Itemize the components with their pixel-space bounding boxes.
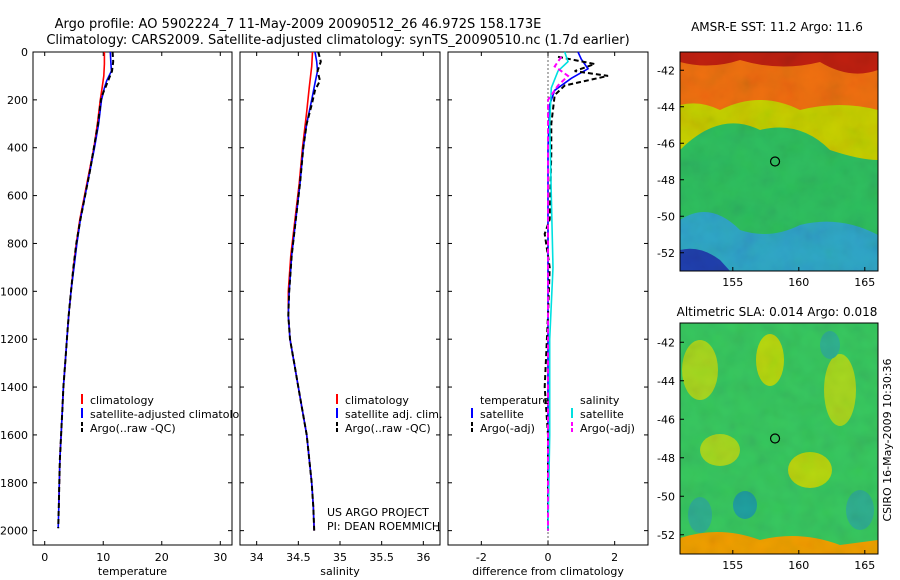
depth-tick-label: 400 (7, 142, 28, 155)
temperature-plot-frame (32, 51, 233, 546)
depth-tick-label: 1200 (0, 333, 28, 346)
difference-series-line (543, 55, 609, 531)
pi-label: PI: DEAN ROEMMICH (327, 520, 440, 533)
salinity-axis-label: salinity (320, 565, 360, 578)
depth-tick-label: 800 (7, 237, 28, 250)
temperature-xtick-label: 0 (41, 551, 48, 564)
sst-map-lat-label: -52 (657, 247, 675, 260)
depth-tick-label: 600 (7, 190, 28, 203)
temperature-profile-chart: 0 200 400 600 800 1000 1200 1400 1600 1800 2000 0 10… (0, 46, 253, 578)
salinity-xtick-label: 35 (333, 551, 347, 564)
sla-map-lat-label: -48 (657, 452, 675, 465)
difference-xtick-label: -2 (476, 551, 487, 564)
depth-tick-label: 1600 (0, 429, 28, 442)
salinity-xtick-label: 34 (250, 551, 264, 564)
sst-map-lat-label: -48 (657, 174, 675, 187)
salinity-profile-chart: 34 34.5 35 35.5 36 salinity climatologysatelli… (239, 51, 442, 578)
difference-legend-title: temperature (480, 394, 549, 407)
sst-map-lat-label: -44 (657, 101, 675, 114)
temperature-legend-label: satellite-adjusted climatology (90, 408, 253, 421)
salinity-legend-label: Argo(..raw -QC) (345, 422, 431, 435)
sst-map-lat-label: -46 (657, 137, 675, 150)
salinity-xtick-label: 36 (416, 551, 430, 564)
sla-map-lat-label: -52 (657, 529, 675, 542)
side-timestamp-label: CSIRO 16-May-2009 10:30:36 (881, 358, 894, 521)
sla-map-lat-label: -50 (657, 490, 675, 503)
sst-map: AMSR-E SST: 11.2 Argo: 11.6 155 160 165 -42… (657, 20, 879, 289)
difference-legend-title: salinity (580, 394, 620, 407)
temperature-series-line (57, 51, 115, 529)
sla-map-title: Altimetric SLA: 0.014 Argo: 0.018 (677, 305, 878, 319)
sla-map-lon-label: 160 (788, 559, 809, 572)
difference-legend-label: satellite (580, 408, 624, 421)
sla-map-lon-label: 165 (854, 559, 875, 572)
temperature-axis-label: temperature (98, 565, 167, 578)
sst-map-lon-label: 165 (854, 276, 875, 289)
temperature-xtick-label: 30 (213, 551, 227, 564)
salinity-xtick-label: 35.5 (369, 551, 394, 564)
sst-map-float-marker (769, 156, 781, 167)
salinity-legend-label: satellite adj. clim. (345, 408, 442, 421)
salinity-series-line (287, 51, 322, 531)
salinity-xtick-label: 34.5 (286, 551, 311, 564)
salinity-plot-frame (239, 51, 441, 546)
sst-map-lat-label: -50 (657, 210, 675, 223)
sla-map-axes: 155 160 165 -42 -44 -46 -48 -50 -52 (657, 336, 875, 572)
difference-legend-label: satellite (480, 408, 524, 421)
depth-tick-label: 1400 (0, 381, 28, 394)
difference-xtick-label: 0 (545, 551, 552, 564)
project-label: US ARGO PROJECT (327, 506, 429, 519)
sla-map-lat-label: -44 (657, 375, 675, 388)
sla-map-lat-label: -46 (657, 413, 675, 426)
sst-map-axes: 155 160 165 -42 -44 -46 -48 -50 -52 (657, 64, 875, 289)
sst-map-lon-label: 160 (788, 276, 809, 289)
temperature-legend-label: climatology (90, 394, 154, 407)
difference-xtick-label: 2 (611, 551, 618, 564)
difference-legend-label: Argo(-adj) (580, 422, 635, 435)
salinity-legend-label: climatology (345, 394, 409, 407)
sla-map-frame (679, 322, 879, 555)
sla-map-float-marker (769, 433, 781, 444)
difference-series-line (547, 51, 569, 531)
depth-tick-label: 2000 (0, 525, 28, 538)
sst-map-title: AMSR-E SST: 11.2 Argo: 11.6 (691, 20, 863, 34)
sst-map-frame (679, 51, 879, 272)
depth-tick-label: 0 (21, 46, 28, 59)
sst-map-lat-label: -42 (657, 64, 675, 77)
sla-map-lat-label: -42 (657, 336, 675, 349)
temperature-xtick-label: 20 (155, 551, 169, 564)
temperature-xtick-label: 10 (96, 551, 110, 564)
depth-tick-label: 200 (7, 94, 28, 107)
difference-axis-label: difference from climatology (472, 565, 624, 578)
difference-legend-label: Argo(-adj) (480, 422, 535, 435)
depth-tick-label: 1800 (0, 477, 28, 490)
difference-series-line (547, 56, 570, 531)
sst-map-lon-label: 155 (722, 276, 743, 289)
figure-title-line2: Climatology: CARS2009. Satellite-adjuste… (46, 33, 629, 48)
sla-map: Altimetric SLA: 0.014 Argo: 0.018 155 160… (657, 305, 879, 572)
temperature-legend-label: Argo(..raw -QC) (90, 422, 176, 435)
figure-title-line1: Argo profile: AO 5902224_7 11-May-2009 2… (55, 17, 542, 32)
sla-map-lon-label: 155 (722, 559, 743, 572)
depth-tick-label: 1000 (0, 285, 28, 298)
